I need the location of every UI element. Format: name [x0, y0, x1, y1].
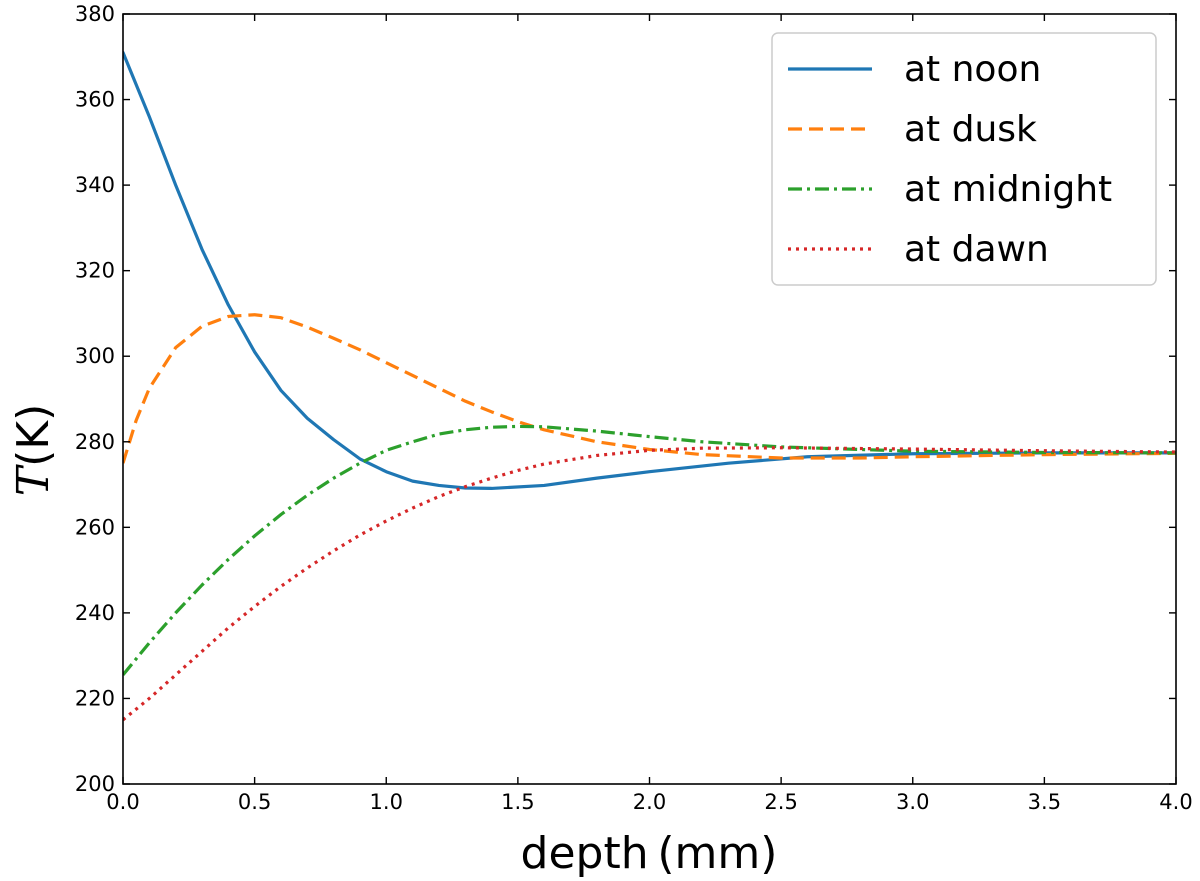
y-tick-label: 200	[75, 772, 115, 796]
x-tick-label: 3.5	[1028, 790, 1061, 814]
y-tick-label: 220	[75, 686, 115, 710]
series-line-at-dusk	[123, 313, 1176, 464]
series-line-at-noon	[123, 50, 1176, 491]
legend: at noon at dusk at midnight at dawn	[771, 32, 1157, 286]
x-tick-label: 1.0	[370, 790, 403, 814]
legend-label: at dawn	[904, 229, 1049, 270]
x-tick-label: 0.5	[238, 790, 271, 814]
y-tick-label: 260	[75, 515, 115, 539]
y-tick-label: 240	[75, 601, 115, 625]
y-tick-label: 320	[75, 259, 115, 283]
y-axis-label-unit: (K)	[8, 404, 59, 467]
y-tick-label: 360	[75, 88, 115, 112]
series-layer	[123, 50, 1176, 722]
legend-label: at midnight	[904, 169, 1112, 210]
x-tick-label: 2.5	[764, 790, 797, 814]
y-tick-label: 280	[75, 430, 115, 454]
x-tick-label: 0.0	[106, 790, 139, 814]
legend-label: at noon	[904, 49, 1041, 90]
y-tick-label: 340	[75, 173, 115, 197]
y-tick-label: 300	[75, 344, 115, 368]
legend-label: at dusk	[904, 109, 1037, 150]
x-tick-label: 3.0	[896, 790, 929, 814]
ticks: 0.0 0.5 1.0 1.5 2.0 2.5 3.0 3.5 4.0 200 220 240 260 2…	[75, 2, 1193, 814]
legend-frame	[771, 32, 1157, 286]
x-axis-label: depth (mm)	[521, 828, 778, 879]
x-tick-label: 1.5	[501, 790, 534, 814]
series-line-at-midnight	[123, 424, 1176, 676]
x-tick-label: 2.0	[633, 790, 666, 814]
x-tick-label: 4.0	[1159, 790, 1192, 814]
series-line-at-dawn	[123, 446, 1176, 722]
svg-text:T(K): T(K)	[8, 404, 59, 497]
y-tick-label: 380	[75, 2, 115, 26]
y-axis-label: T(K)	[8, 404, 59, 497]
y-axis-label-variable: T	[8, 463, 59, 496]
